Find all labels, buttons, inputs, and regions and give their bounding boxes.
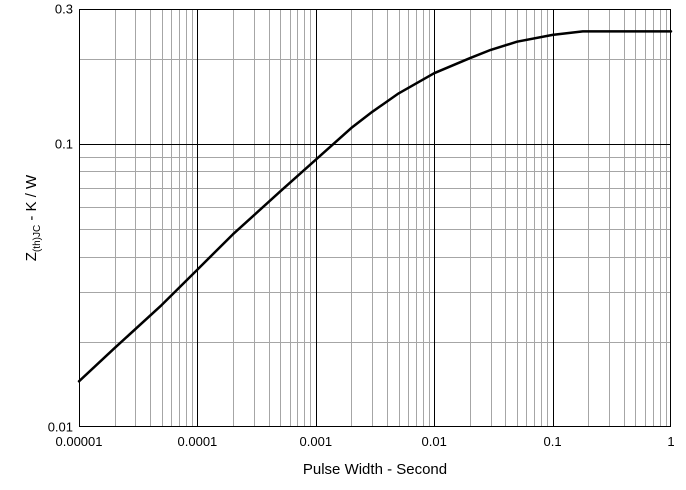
- x-tick-label: 0.1: [544, 434, 562, 449]
- y-axis-label-main: Z: [23, 252, 40, 261]
- plot-area: [79, 9, 671, 427]
- x-tick-label: 1: [667, 434, 674, 449]
- major-gridlines: [79, 9, 671, 427]
- y-axis-label-subscript: (th)JC: [32, 225, 43, 252]
- y-tick-label: 0.01: [48, 420, 73, 435]
- x-tick-label: 0.01: [422, 434, 447, 449]
- y-tick-label: 0.1: [55, 137, 73, 152]
- y-tick-labels: 0.01 0.1 0.3: [48, 2, 73, 435]
- plot-border: [79, 9, 671, 427]
- x-tick-label: 0.001: [300, 434, 333, 449]
- x-tick-labels: 0.00001 0.0001 0.001 0.01 0.1 1: [56, 434, 675, 449]
- thermal-impedance-curve: [77, 30, 673, 383]
- y-axis-label: Z(th)JC - K / W: [23, 174, 43, 261]
- y-axis-label-units: - K / W: [23, 174, 40, 225]
- x-tick-label: 0.00001: [56, 434, 103, 449]
- x-tick-label: 0.0001: [178, 434, 218, 449]
- y-tick-label: 0.3: [55, 2, 73, 17]
- series-layer: [77, 30, 673, 383]
- x-axis-label: Pulse Width - Second: [303, 461, 447, 478]
- minor-gridlines: [79, 9, 671, 427]
